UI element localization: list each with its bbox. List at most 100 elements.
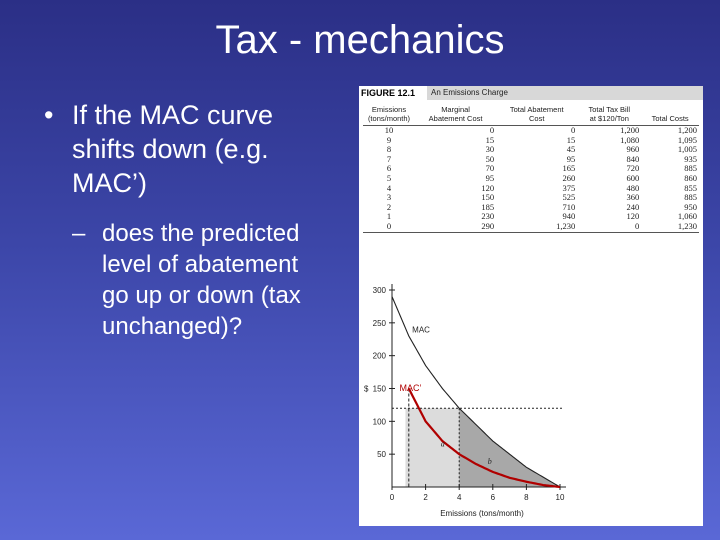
area-b-shade — [459, 408, 560, 487]
x-tick-label: 2 — [423, 493, 428, 502]
table-cell: 10 — [384, 125, 394, 135]
table-row: 3 150 525 360 885 — [363, 193, 699, 203]
y-tick-label: 300 — [373, 286, 387, 295]
table-row: 1 230 940 120 1,060 — [363, 212, 699, 222]
column-header: Marginal Abatement Cost — [415, 104, 497, 126]
table-row: 7 50 95 840 935 — [363, 153, 699, 165]
figure-image: FIGURE 12.1 An Emissions Charge Emission… — [359, 86, 703, 526]
mac-chart: 50 100 150 200 250 300 0 2 4 6 8 10 $ Emissions (tons… — [364, 284, 566, 518]
y-tick-label: 200 — [373, 352, 387, 361]
bullet-line: If the MAC curve — [72, 100, 274, 130]
bullet-marker: • — [44, 100, 54, 130]
slide-title: Tax - mechanics — [215, 18, 505, 62]
table-cell: 1 — [386, 211, 392, 222]
sub-bullet-item: – does the predicted level of abatement … — [40, 218, 340, 342]
x-tick-label: 6 — [491, 493, 496, 502]
y-tick-label: 150 — [373, 385, 387, 394]
table-row: 6 70 165 720 885 — [363, 164, 699, 174]
y-axis-label: $ — [364, 385, 369, 394]
y-tick-label: 50 — [377, 450, 386, 459]
table-cell: 70 — [485, 163, 495, 174]
table-cell: 240 — [626, 201, 640, 212]
table-cell: 185 — [481, 201, 495, 212]
table-row: 8 30 45 960 1,005 — [363, 145, 699, 155]
table-cell: 6 — [386, 163, 392, 174]
bullet-list: • If the MAC curve shifts down (e.g. MAC… — [40, 98, 340, 342]
x-tick-label: 0 — [390, 493, 395, 502]
table-cell: 0 — [363, 221, 415, 233]
table-cell: 0 — [489, 125, 495, 135]
table-cell: 120 — [481, 182, 495, 193]
table-cell: 9 — [386, 134, 392, 145]
table-cell: 480 — [626, 182, 640, 193]
table-cell: 1,200 — [677, 125, 697, 135]
table-cell: 3 — [386, 192, 392, 203]
table-cell: 165 — [562, 163, 576, 174]
table-cell: 375 — [562, 182, 576, 193]
table-cell: 8 — [386, 144, 392, 155]
table-cell: 950 — [684, 201, 697, 212]
table-cell: 95 — [566, 153, 576, 164]
table-cell: 260 — [562, 172, 576, 183]
table-cell: 885 — [684, 192, 697, 203]
table-cell: 710 — [562, 201, 576, 212]
table-cell: 935 — [684, 153, 697, 164]
table-cell: 525 — [562, 192, 576, 203]
table-cell: 1,230 — [641, 221, 699, 233]
table-cell: 1,230 — [496, 221, 578, 233]
table-cell: 120 — [626, 211, 640, 222]
sub-bullet-line: does the predicted — [102, 220, 300, 247]
table-cell: 150 — [481, 192, 495, 203]
bullet-item: • If the MAC curve shifts down (e.g. MAC… — [40, 98, 340, 200]
table-cell: 600 — [626, 172, 640, 183]
table-cell: 30 — [485, 144, 495, 155]
table-cell: 230 — [481, 211, 495, 222]
bullet-line: MAC’) — [72, 168, 147, 198]
table-cell: 360 — [626, 192, 640, 203]
bullet-line: shifts down (e.g. — [72, 134, 269, 164]
table-cell: 1,080 — [620, 134, 640, 145]
table-cell: 885 — [684, 163, 697, 174]
table-cell: 0 — [571, 125, 576, 135]
sub-bullet-marker: – — [72, 220, 86, 247]
table-row: 9 15 15 1,080 1,095 — [363, 134, 699, 146]
table-row: 2 185 710 240 950 — [363, 201, 699, 213]
table-cell: 960 — [626, 144, 640, 155]
y-tick-label: 250 — [373, 319, 387, 328]
mac-curve-label: MAC — [412, 326, 430, 335]
table-cell: 1,060 — [677, 211, 697, 222]
table-body: 10 0 0 1,200 1,200 9 15 15 1,080 1,095 8 30 45 960 1,0… — [363, 125, 699, 233]
table-cell: 15 — [566, 134, 576, 145]
sub-bullet-line: unchanged)? — [102, 313, 243, 340]
table-cell: 5 — [386, 172, 392, 183]
table-row: 5 95 260 600 860 — [363, 172, 699, 184]
table-cell: 0 — [577, 221, 642, 233]
emissions-table: Emissions (tons/month) Marginal Abatement … — [363, 104, 699, 233]
table-header-row: Emissions (tons/month) Marginal Abatement … — [363, 104, 699, 126]
x-tick-label: 8 — [524, 493, 529, 502]
table-cell: 1,200 — [620, 125, 640, 135]
sub-bullet-line: go up or down (tax — [102, 282, 301, 309]
table-cell: 2 — [386, 201, 392, 212]
table-cell: 7 — [386, 153, 392, 164]
table-cell: 840 — [626, 153, 640, 164]
figure-header: FIGURE 12.1 An Emissions Charge — [359, 86, 703, 100]
table-cell: 1,095 — [677, 134, 697, 145]
mac-prime-curve-label: MAC’ — [400, 383, 422, 393]
table-row: 4 120 375 480 855 — [363, 182, 699, 194]
mac-prime-curve — [407, 387, 561, 489]
table-cell: 860 — [684, 172, 697, 183]
table-cell: 15 — [485, 134, 495, 145]
area-a-label: a — [441, 439, 445, 448]
table-row: 10 0 0 1,200 1,200 — [363, 125, 699, 136]
figure-number: FIGURE 12.1 — [359, 86, 427, 100]
column-header: Total Costs — [641, 104, 699, 126]
column-header: Total Abatement Cost — [496, 104, 578, 126]
sub-bullet-line: level of abatement — [102, 251, 299, 278]
x-axis-label: Emissions (tons/month) — [440, 509, 524, 518]
table-cell: 720 — [626, 163, 640, 174]
table-row: 0 290 1,230 0 1,230 — [363, 221, 699, 233]
figure-caption: An Emissions Charge — [427, 86, 703, 100]
table-cell: 1,005 — [677, 144, 697, 155]
x-tick-label: 10 — [556, 493, 565, 502]
